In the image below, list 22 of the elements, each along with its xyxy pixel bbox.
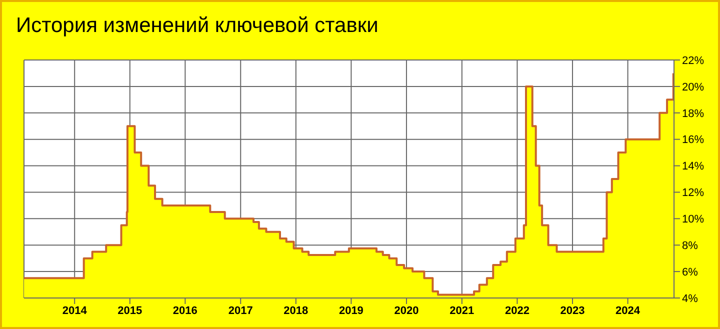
y-tick-label: 22% [682,54,704,67]
x-tick-label: 2024 [616,304,641,317]
y-tick-label: 12% [682,187,704,200]
x-tick-label: 2014 [62,304,88,317]
y-tick-label: 18% [682,108,704,120]
y-tick-label: 16% [682,134,704,146]
x-tick-label: 2015 [118,304,142,317]
y-tick-label: 14% [682,160,704,173]
x-tick-label: 2021 [450,304,474,317]
x-tick-label: 2018 [284,304,308,317]
x-tick-label: 2016 [172,304,198,317]
chart-title: История изменений ключевой ставки [16,14,378,38]
y-tick-label: 10% [682,214,704,226]
x-tick-label: 2017 [228,304,253,317]
x-tick-label: 2023 [560,304,585,317]
x-tick-label: 2020 [394,304,419,317]
x-tick-label: 2019 [338,304,364,317]
y-tick-label: 6% [682,266,698,278]
y-tick-label: 20% [682,81,704,94]
y-tick-label: 4% [682,292,698,305]
x-tick-label: 2022 [504,304,530,317]
y-tick-label: 8% [682,240,698,252]
